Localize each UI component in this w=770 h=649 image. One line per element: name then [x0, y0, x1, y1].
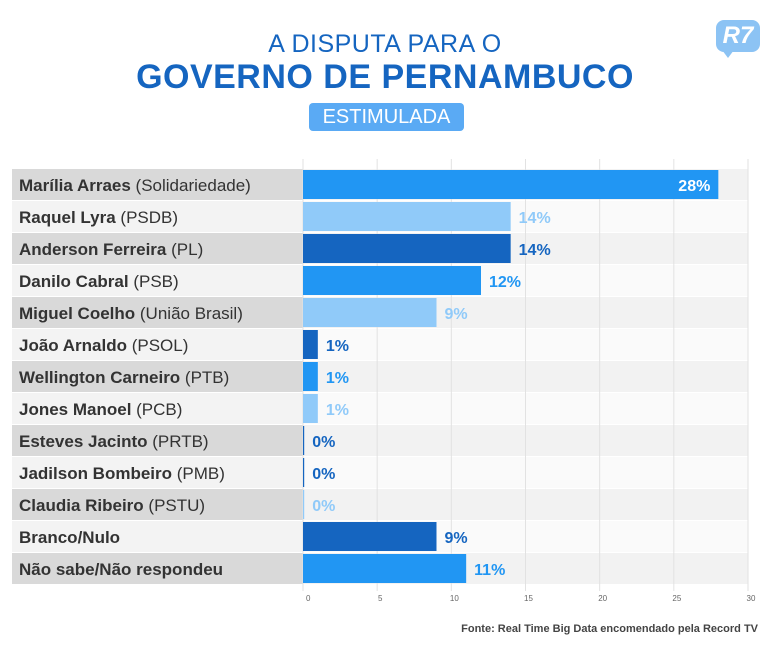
category-label: Claudia Ribeiro (PSTU)	[19, 496, 205, 515]
bar	[303, 330, 318, 359]
bar	[303, 554, 467, 583]
title-line-2: GOVERNO DE PERNAMBUCO	[136, 58, 634, 96]
x-tick-label: 15	[524, 594, 533, 603]
category-label: Branco/Nulo	[19, 528, 120, 547]
label-row-bg	[12, 201, 303, 232]
label-row-bg	[12, 233, 303, 264]
value-label: 0%	[312, 434, 335, 451]
value-label: 1%	[326, 338, 349, 355]
category-label: Miguel Coelho (União Brasil)	[19, 304, 243, 323]
r7-logo: R7	[716, 20, 760, 52]
label-row-bg	[12, 489, 303, 520]
bar	[303, 362, 318, 391]
value-label: 9%	[445, 530, 468, 547]
title-line-1: A DISPUTA PARA O	[268, 30, 502, 58]
x-tick-label: 5	[378, 594, 383, 603]
value-label: 0%	[312, 498, 335, 515]
bar	[303, 490, 305, 519]
x-tick-label: 10	[450, 594, 459, 603]
label-row-bg	[12, 297, 303, 328]
category-label: Marília Arraes (Solidariedade)	[19, 176, 251, 195]
value-label: 14%	[519, 242, 551, 259]
bar	[303, 298, 437, 327]
bar	[303, 170, 719, 199]
value-label: 14%	[519, 210, 551, 227]
label-row-bg	[12, 329, 303, 360]
bar	[303, 458, 305, 487]
label-row-bg	[12, 265, 303, 296]
source-note: Fonte: Real Time Big Data encomendado pe…	[461, 623, 758, 635]
value-label: 12%	[489, 274, 521, 291]
x-tick-label: 20	[598, 594, 607, 603]
label-row-bg	[12, 457, 303, 488]
value-label: 1%	[326, 402, 349, 419]
bar	[303, 234, 511, 263]
bar	[303, 394, 318, 423]
category-label: João Arnaldo (PSOL)	[19, 336, 188, 355]
bar	[303, 522, 437, 551]
label-row-bg	[12, 521, 303, 552]
label-row-bg	[12, 553, 303, 584]
value-label: 28%	[678, 178, 710, 195]
x-tick-label: 30	[747, 594, 756, 603]
x-tick-label: 0	[306, 594, 311, 603]
subtitle-badge: ESTIMULADA	[309, 103, 464, 131]
bar	[303, 266, 481, 295]
value-label: 9%	[445, 306, 468, 323]
label-row-bg	[12, 169, 303, 200]
label-row-bg	[12, 425, 303, 456]
category-label: Jadilson Bombeiro (PMB)	[19, 464, 225, 483]
category-label: Danilo Cabral (PSB)	[19, 272, 179, 291]
logo-tail	[722, 50, 734, 58]
label-row-bg	[12, 393, 303, 424]
value-label: 11%	[474, 562, 505, 579]
category-label: Anderson Ferreira (PL)	[19, 240, 203, 259]
value-label: 0%	[312, 466, 335, 483]
category-label: Esteves Jacinto (PRTB)	[19, 432, 209, 451]
category-label: Wellington Carneiro (PTB)	[19, 368, 229, 387]
category-label: Raquel Lyra (PSDB)	[19, 208, 178, 227]
value-label: 1%	[326, 370, 349, 387]
bar	[303, 202, 511, 231]
label-row-bg	[12, 361, 303, 392]
category-label: Jones Manoel (PCB)	[19, 400, 182, 419]
x-tick-label: 25	[672, 594, 681, 603]
category-label: Não sabe/Não respondeu	[19, 560, 223, 579]
bar	[303, 426, 305, 455]
